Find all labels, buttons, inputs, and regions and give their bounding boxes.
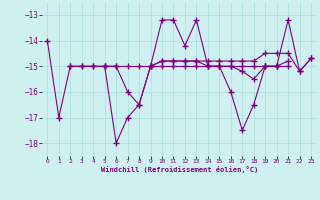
X-axis label: Windchill (Refroidissement éolien,°C): Windchill (Refroidissement éolien,°C) — [100, 166, 258, 173]
